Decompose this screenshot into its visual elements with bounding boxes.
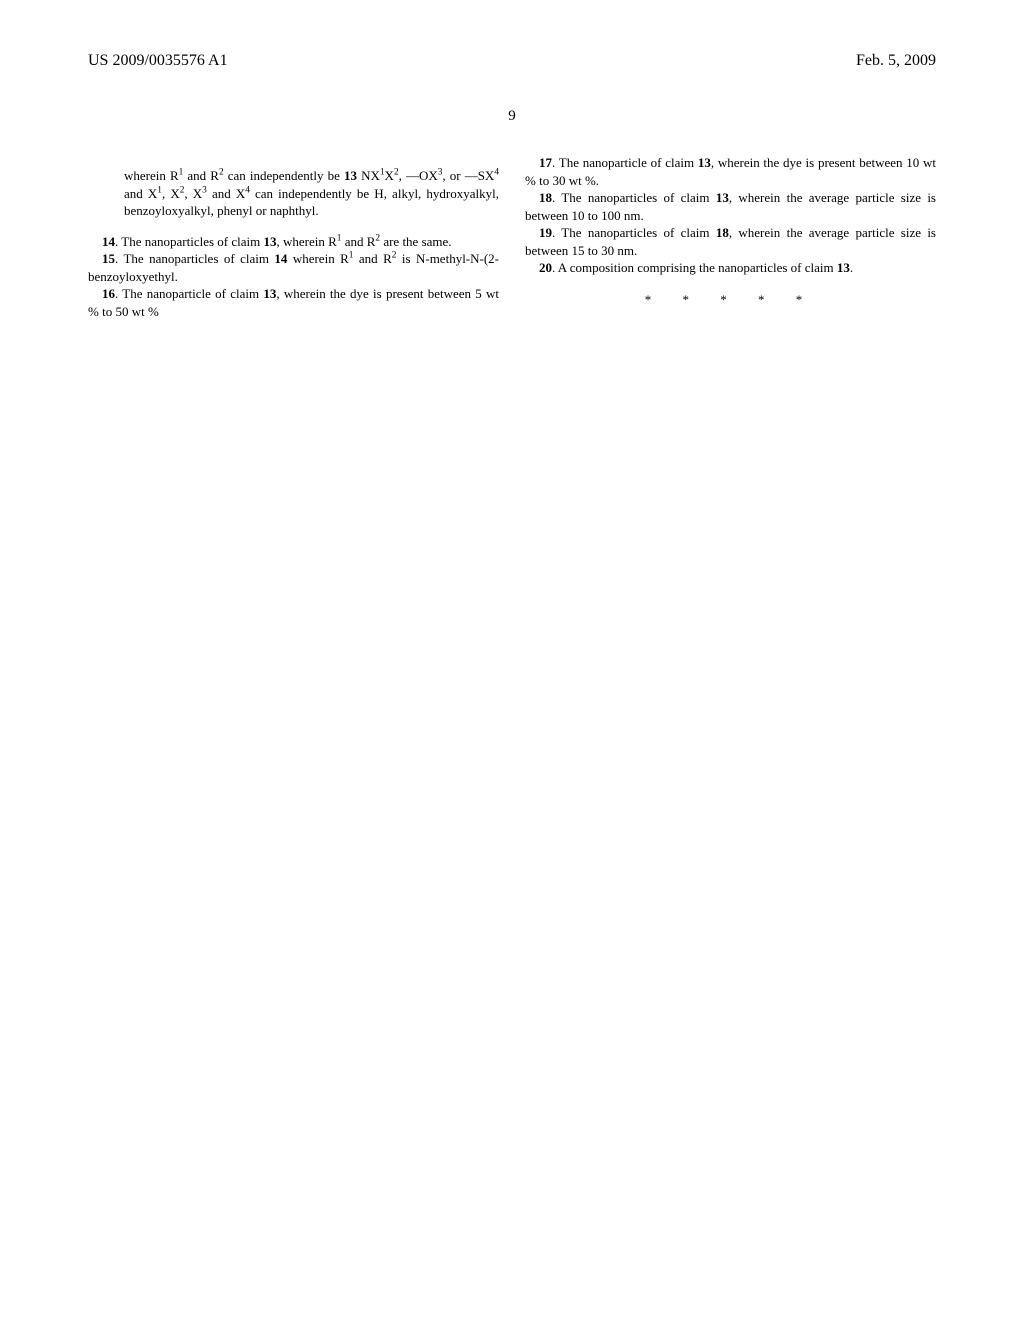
left-column: wherein R1 and R2 can independently be 1…: [88, 154, 499, 320]
claim-ref: 13: [837, 260, 850, 275]
text: X: [385, 168, 394, 183]
text: , X: [162, 186, 180, 201]
text: . A composition comprising the nanoparti…: [552, 260, 837, 275]
text: . The nanoparticles of claim: [552, 225, 716, 240]
text: .: [850, 260, 853, 275]
claim-16: 16. The nanoparticle of claim 13, wherei…: [88, 285, 499, 320]
claim-number: 17: [539, 155, 552, 170]
text: wherein R: [124, 168, 179, 183]
claim-number: 15: [102, 251, 115, 266]
text: and R: [341, 234, 375, 249]
claim-number: 20: [539, 260, 552, 275]
bold-ref: 13: [344, 168, 357, 183]
text: wherein R: [287, 251, 348, 266]
claim-number: 18: [539, 190, 552, 205]
text: , or —SX: [442, 168, 494, 183]
text: can independently be: [224, 168, 344, 183]
body-columns: wherein R1 and R2 can independently be 1…: [88, 154, 936, 320]
text: . The nanoparticle of claim: [115, 286, 263, 301]
claim-number: 14: [102, 234, 115, 249]
text: . The nanoparticles of claim: [552, 190, 716, 205]
text: and R: [183, 168, 219, 183]
text: and X: [207, 186, 245, 201]
text: . The nanoparticles of claim: [115, 251, 274, 266]
text: . The nanoparticle of claim: [552, 155, 698, 170]
claim-ref: 13: [716, 190, 729, 205]
claim-15: 15. The nanoparticles of claim 14 wherei…: [88, 250, 499, 285]
text: are the same.: [380, 234, 451, 249]
right-column: 17. The nanoparticle of claim 13, wherei…: [525, 154, 936, 320]
publication-number: US 2009/0035576 A1: [88, 52, 228, 70]
claim-ref: 14: [274, 251, 287, 266]
claim-ref: 18: [716, 225, 729, 240]
page-header: US 2009/0035576 A1 Feb. 5, 2009: [0, 52, 1024, 70]
claim-number: 16: [102, 286, 115, 301]
claim-14: 14. The nanoparticles of claim 13, where…: [88, 233, 499, 251]
claim-ref: 13: [263, 286, 276, 301]
claim-20: 20. A composition comprising the nanopar…: [525, 259, 936, 277]
claim-18: 18. The nanoparticles of claim 13, where…: [525, 189, 936, 224]
claim-17: 17. The nanoparticle of claim 13, wherei…: [525, 154, 936, 189]
sup: 4: [494, 168, 499, 178]
text: . The nanoparticles of claim: [115, 234, 263, 249]
page-number: 9: [0, 108, 1024, 125]
claim-number: 19: [539, 225, 552, 240]
claim-19: 19. The nanoparticles of claim 18, where…: [525, 224, 936, 259]
text: and R: [353, 251, 391, 266]
text: , wherein R: [276, 234, 336, 249]
text: , —OX: [399, 168, 438, 183]
claim-ref: 13: [698, 155, 711, 170]
claim-ref: 13: [263, 234, 276, 249]
end-asterisks: * * * * *: [525, 291, 936, 309]
text: NX: [357, 168, 380, 183]
wherein-paragraph: wherein R1 and R2 can independently be 1…: [88, 167, 499, 220]
publication-date: Feb. 5, 2009: [856, 52, 936, 70]
text: , X: [184, 186, 202, 201]
text: and X: [124, 186, 157, 201]
